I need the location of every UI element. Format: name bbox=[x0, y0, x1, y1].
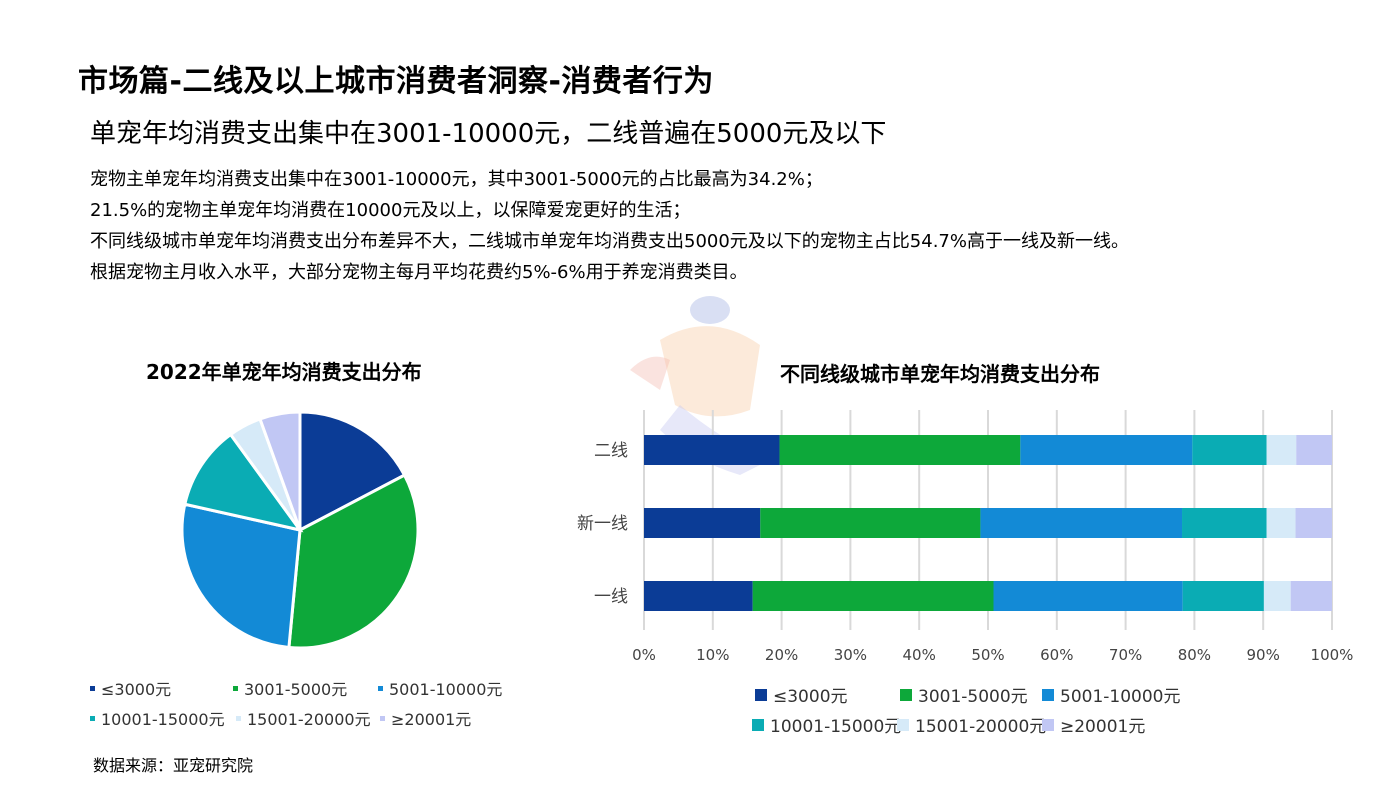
bar-segment bbox=[752, 581, 994, 611]
x-tick-label: 60% bbox=[1040, 646, 1073, 664]
legend-label: ≤3000元 bbox=[101, 680, 172, 699]
pie-legend-item: ≤3000元 bbox=[90, 676, 171, 700]
legend-swatch bbox=[1042, 688, 1054, 701]
bar-segment bbox=[1290, 581, 1332, 611]
body-line-3: 不同线级城市单宠年均消费支出分布差异不大，二线城市单宠年均消费支出5000元及以… bbox=[90, 231, 1129, 252]
body-line-1: 宠物主单宠年均消费支出集中在3001-10000元，其中3001-5000元的占… bbox=[90, 169, 823, 190]
bar-chart-title: 不同线级城市单宠年均消费支出分布 bbox=[780, 362, 1100, 386]
legend-swatch bbox=[900, 688, 912, 701]
bar-segment bbox=[1020, 435, 1193, 465]
x-tick-label: 50% bbox=[971, 646, 1004, 664]
legend-swatch bbox=[752, 718, 764, 731]
bar-segment bbox=[980, 508, 1183, 538]
pie-legend-item: 10001-15000元 bbox=[90, 706, 225, 730]
y-category-label: 新一线 bbox=[577, 514, 628, 534]
bar-segment bbox=[1266, 435, 1297, 465]
data-source: 数据来源：亚宠研究院 bbox=[93, 756, 254, 775]
legend-label: 3001-5000元 bbox=[244, 680, 348, 699]
legend-swatch bbox=[90, 715, 95, 721]
legend-swatch bbox=[236, 715, 241, 721]
bar-segment bbox=[644, 435, 780, 465]
page-subtitle: 单宠年均消费支出集中在3001-10000元，二线普遍在5000元及以下 bbox=[90, 119, 887, 149]
bar-segment bbox=[644, 508, 761, 538]
body-text: 宠物主单宠年均消费支出集中在3001-10000元，其中3001-5000元的占… bbox=[90, 165, 1330, 289]
x-tick-label: 100% bbox=[1311, 646, 1354, 664]
bar-segment bbox=[1182, 508, 1267, 538]
bar-segment bbox=[1263, 581, 1291, 611]
legend-label: 10001-15000元 bbox=[101, 710, 225, 729]
pie-slice bbox=[180, 502, 302, 650]
bar-legend-item: 3001-5000元 bbox=[900, 682, 1028, 707]
pie-legend-item: 5001-10000元 bbox=[378, 676, 502, 700]
bar-legend-item: ≤3000元 bbox=[755, 682, 848, 707]
x-tick-label: 20% bbox=[765, 646, 798, 664]
pie-slice bbox=[258, 410, 302, 531]
bar-segment bbox=[760, 508, 981, 538]
legend-label: 5001-10000元 bbox=[1060, 687, 1181, 707]
bar-segment bbox=[644, 581, 753, 611]
body-line-4: 根据宠物主月收入水平，大部分宠物主每月平均花费约5%-6%用于养宠消费类目。 bbox=[90, 262, 748, 283]
bar-legend-item: 5001-10000元 bbox=[1042, 682, 1180, 707]
pie-legend-item: 3001-5000元 bbox=[233, 676, 347, 700]
x-tick-label: 90% bbox=[1247, 646, 1280, 664]
legend-swatch bbox=[1042, 718, 1054, 731]
pie-legend-item: ≥20001元 bbox=[380, 706, 471, 730]
legend-label: ≥20001元 bbox=[391, 710, 472, 729]
legend-swatch bbox=[90, 685, 95, 691]
legend-swatch bbox=[897, 718, 909, 731]
legend-label: ≤3000元 bbox=[773, 687, 848, 707]
x-tick-label: 0% bbox=[632, 646, 656, 664]
bar-segment bbox=[1295, 508, 1332, 538]
bar-segment bbox=[1192, 435, 1267, 465]
legend-swatch bbox=[380, 715, 385, 721]
pie-chart bbox=[180, 410, 420, 650]
bar-segment bbox=[779, 435, 1021, 465]
bar-segment bbox=[1266, 508, 1296, 538]
page-title: 市场篇-二线及以上城市消费者洞察-消费者行为 bbox=[78, 64, 714, 99]
x-tick-label: 80% bbox=[1178, 646, 1211, 664]
body-line-2: 21.5%的宠物主单宠年均消费在10000元及以上，以保障爱宠更好的生活； bbox=[90, 200, 691, 221]
bar-segment bbox=[1296, 435, 1332, 465]
legend-label: 3001-5000元 bbox=[918, 687, 1028, 707]
x-tick-label: 30% bbox=[834, 646, 867, 664]
y-category-label: 二线 bbox=[594, 441, 628, 461]
bar-legend-item: 10001-15000元 bbox=[752, 712, 901, 737]
y-category-label: 一线 bbox=[594, 587, 628, 607]
x-tick-label: 70% bbox=[1109, 646, 1142, 664]
legend-label: 5001-10000元 bbox=[389, 680, 503, 699]
legend-label: 15001-20000元 bbox=[247, 710, 371, 729]
legend-label: 15001-20000元 bbox=[915, 717, 1047, 737]
legend-swatch bbox=[233, 685, 238, 691]
bar-legend-item: ≥20001元 bbox=[1042, 712, 1145, 737]
pie-slice bbox=[183, 432, 304, 533]
bar-segment bbox=[993, 581, 1183, 611]
pie-legend-item: 15001-20000元 bbox=[236, 706, 371, 730]
pie-chart-title: 2022年单宠年均消费支出分布 bbox=[146, 360, 422, 384]
pie-slice bbox=[287, 473, 420, 650]
legend-label: 10001-15000元 bbox=[770, 717, 902, 737]
legend-swatch bbox=[755, 688, 767, 701]
legend-swatch bbox=[378, 685, 383, 691]
pie-slice bbox=[298, 410, 407, 533]
x-tick-label: 10% bbox=[696, 646, 729, 664]
x-tick-label: 40% bbox=[903, 646, 936, 664]
legend-label: ≥20001元 bbox=[1060, 717, 1146, 737]
bar-segment bbox=[1182, 581, 1264, 611]
bar-legend-item: 15001-20000元 bbox=[897, 712, 1046, 737]
